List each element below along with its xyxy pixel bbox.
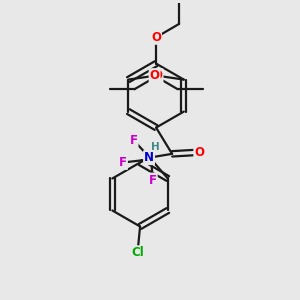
Text: O: O (153, 69, 163, 82)
Text: O: O (194, 146, 204, 159)
Text: F: F (119, 156, 127, 169)
Text: O: O (151, 31, 161, 44)
Text: O: O (150, 69, 160, 82)
Text: F: F (149, 174, 157, 187)
Text: H: H (151, 142, 160, 152)
Text: F: F (130, 134, 138, 147)
Text: Cl: Cl (131, 246, 144, 259)
Text: N: N (144, 151, 154, 164)
